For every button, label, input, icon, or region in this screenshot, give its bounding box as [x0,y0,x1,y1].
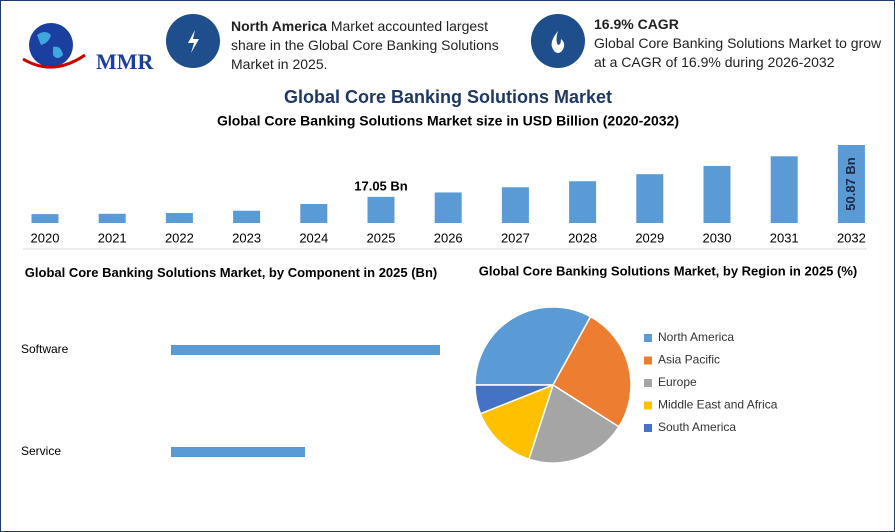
info-box: North America Market accounted largest s… [231,17,511,74]
chart-title: Global Core Banking Solutions Market, by… [24,265,438,280]
bar [300,203,328,223]
legend-swatch [644,334,652,342]
x-tick-label: 2026 [434,230,463,245]
bar [367,196,395,223]
bar [171,447,306,457]
bar [837,145,865,223]
info-box: 16.9% CAGR Global Core Banking Solutions … [594,15,889,72]
chart-title: Global Core Banking Solutions Market, by… [479,263,858,278]
y-tick-label: Service [21,444,61,458]
legend-label: Asia Pacific [658,353,720,367]
logo-text: MMR [96,49,155,74]
info-bold: North America [231,18,327,34]
legend-swatch [644,424,652,432]
bar [98,213,126,223]
legend-label: North America [658,330,734,344]
pie-slice [474,384,554,415]
x-tick-label: 2021 [98,230,127,245]
bar [31,214,59,223]
x-tick-label: 2030 [703,230,732,245]
x-tick-label: 2025 [367,230,396,245]
legend-label: South America [658,420,736,434]
x-tick-label: 2022 [165,230,194,245]
bar [501,187,529,223]
info-text: Global Core Banking Solutions Market to … [594,35,882,70]
x-tick-label: 2020 [31,230,60,245]
pie-slice [552,315,632,428]
value-label: 17.05 Bn [354,178,408,193]
x-tick-label: 2032 [837,230,866,245]
legend-swatch [644,356,652,365]
info-icon [531,14,585,68]
x-tick-label: 2024 [299,230,328,245]
chart-title: Global Core Banking Solutions Market siz… [217,113,679,129]
legend-label: Middle East and Africa [658,398,778,412]
x-tick-label: 2028 [568,230,597,245]
x-tick-label: 2031 [770,230,799,245]
bar [434,192,462,223]
bar [703,165,731,223]
logo-globe [22,23,86,69]
flame-icon [551,31,565,53]
legend-swatch [644,401,652,410]
bar [233,210,261,223]
bar [569,181,597,223]
info-text: Market accounted largest share in the Gl… [231,18,499,72]
x-tick-label: 2023 [232,230,261,245]
pie-slice [479,383,555,461]
pie-slice [474,306,592,386]
value-label: 50.87 Bn [843,157,858,211]
x-tick-label: 2027 [501,230,530,245]
bar [171,345,440,355]
legend-label: Europe [658,375,697,389]
pie-slice [527,383,620,464]
info-title: 16.9% CAGR [594,16,679,32]
x-tick-label: 2029 [635,230,664,245]
bar [636,174,664,223]
bolt-icon [188,30,199,53]
y-tick-label: Software [21,342,69,356]
bar [165,213,193,223]
bar [770,156,798,223]
legend-swatch [644,379,652,387]
main-title: Global Core Banking Solutions Market [284,87,612,107]
